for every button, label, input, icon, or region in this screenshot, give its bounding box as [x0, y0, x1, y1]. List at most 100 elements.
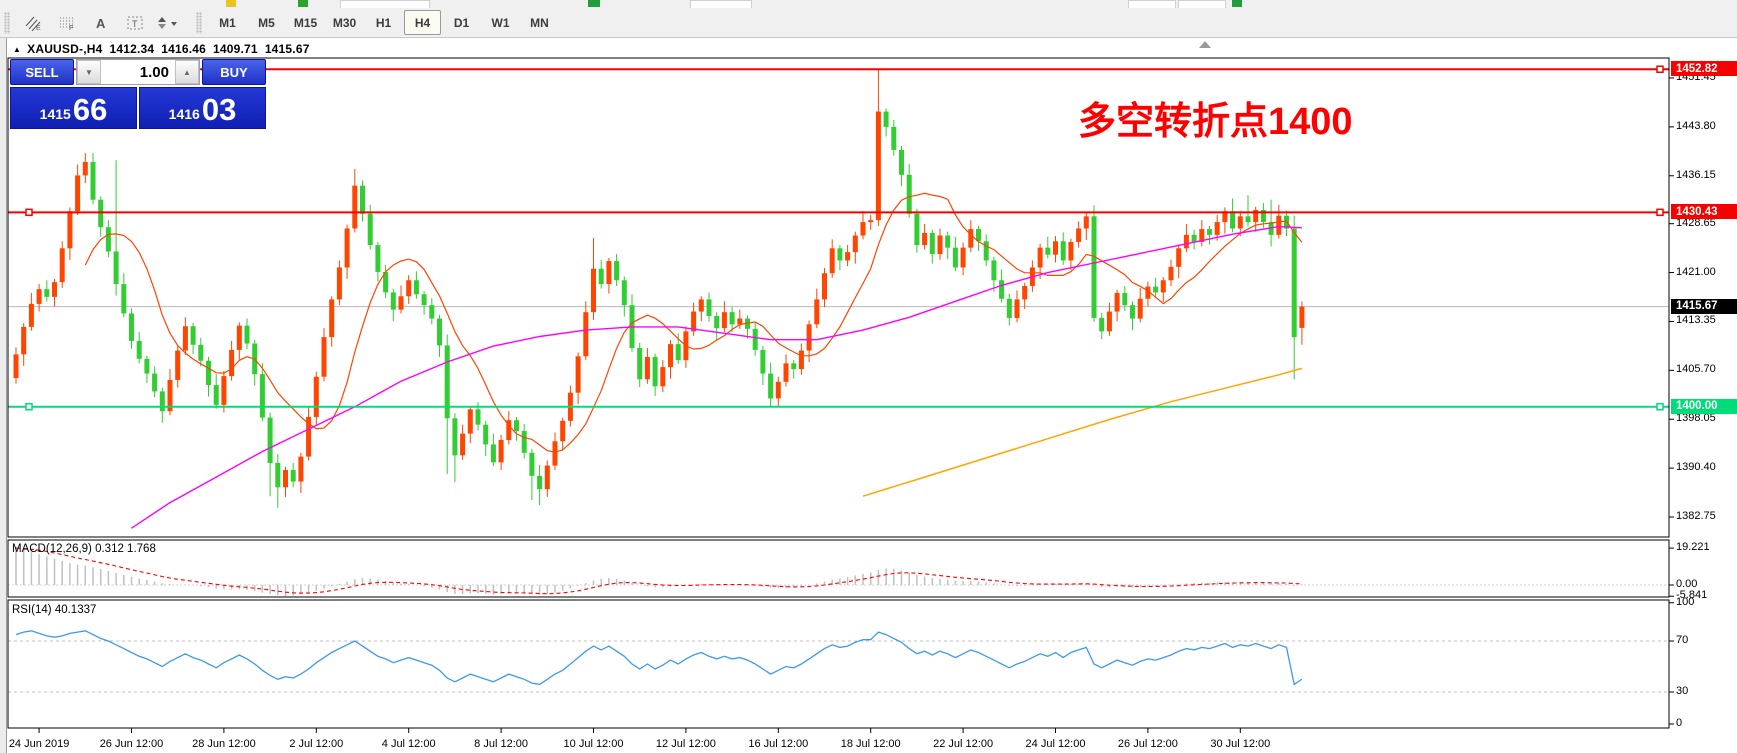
sell-price-main: 1415 [39, 106, 71, 122]
buy-price-fraction: 03 [201, 92, 237, 127]
timeframe-h1-button[interactable]: H1 [375, 15, 392, 30]
line-handle[interactable] [1656, 403, 1664, 411]
current-price-price-badge: 1415.67 [1671, 298, 1737, 314]
label-tool-icon: T [127, 15, 144, 31]
svg-text:T: T [132, 19, 138, 29]
timeframe-m5-button[interactable]: M5 [258, 15, 275, 30]
time-tick-label: 8 Jul 12:00 [474, 738, 528, 750]
volume-input[interactable] [101, 60, 175, 84]
close-value: 1415.67 [264, 42, 310, 56]
toolbar-grip[interactable] [4, 11, 10, 34]
time-tick-label: 16 Jul 12:00 [748, 738, 809, 750]
rsi-tick-label: 0 [1676, 717, 1683, 729]
moving-averages [84, 192, 1303, 529]
line-handle[interactable] [1656, 65, 1664, 73]
time-tick-label: 26 Jun 12:00 [99, 738, 164, 750]
pane-borders [7, 57, 1674, 733]
sell-price-fraction: 66 [72, 92, 108, 127]
macd-pane [8, 547, 1669, 597]
buy-price-main: 1416 [168, 106, 200, 122]
volume-decrease-button[interactable]: ▼ [77, 60, 101, 84]
svg-text:A: A [96, 16, 106, 31]
chart-window: ▲ XAUUSD-,H4 1412.34 1416.46 1409.71 141… [0, 38, 1737, 753]
macd-indicator-label: MACD(12,26,9) 0.312 1.768 [12, 543, 156, 555]
time-tick-label: 18 Jul 12:00 [840, 738, 901, 750]
symbol-period-label: XAUUSD-,H4 [27, 42, 103, 56]
svg-text:F: F [69, 25, 73, 31]
time-tick-label: 30 Jul 12:00 [1210, 738, 1271, 750]
macd-tick-label: 0.00 [1676, 578, 1698, 590]
time-tick-label: 2 Jul 12:00 [289, 738, 344, 750]
channels-tool-button[interactable]: E [17, 10, 49, 36]
toolbar: E F A T M1 M5 M15 M30 H1 H4 D1 W1 MN [0, 8, 1737, 38]
chart-title: ▲ XAUUSD-,H4 1412.34 1416.46 1409.71 141… [13, 42, 310, 56]
price-tick-label: 1443.80 [1676, 119, 1716, 132]
price-tick-label: 1421.00 [1676, 265, 1716, 278]
text-tool-button[interactable]: A [85, 10, 117, 36]
one-click-trading-panel: SELL ▼ ▲ BUY 1415 66 1416 03 [10, 59, 266, 129]
label-tool-button[interactable]: T [119, 10, 151, 36]
volume-spinner: ▼ ▲ [76, 59, 200, 85]
resistance-line-price-badge: 1430.43 [1671, 204, 1737, 220]
rsi-tick-label: 30 [1676, 685, 1689, 697]
price-tick-label: 1436.15 [1676, 168, 1716, 181]
support-line-price-badge: 1400.00 [1671, 398, 1737, 414]
cutoff-button [588, 0, 600, 7]
line-handle[interactable] [1656, 208, 1664, 217]
sell-button[interactable]: SELL [10, 59, 74, 85]
timeframe-m1-button[interactable]: M1 [219, 15, 236, 30]
timeframe-h4-button[interactable]: H4 [404, 10, 441, 35]
cutoff-button [1232, 0, 1242, 7]
price-tick-label: 1390.40 [1676, 461, 1716, 474]
time-tick-label: 12 Jul 12:00 [655, 738, 716, 750]
rsi-tick-label: 70 [1676, 634, 1689, 646]
channels-tool-icon: E [25, 15, 42, 31]
timeframe-w1-button[interactable]: W1 [491, 15, 510, 30]
buy-quote[interactable]: 1416 03 [139, 87, 266, 129]
rsi-pane [8, 630, 1669, 693]
time-tick-label: 10 Jul 12:00 [563, 738, 624, 750]
price-tick-label: 1382.75 [1676, 509, 1716, 522]
rsi-indicator-label: RSI(14) 40.1337 [12, 604, 97, 616]
price-tick-label: 1398.05 [1676, 412, 1716, 425]
chart-shift-marker[interactable] [1199, 41, 1211, 48]
cutoff-button [226, 0, 236, 7]
line-handle[interactable] [25, 208, 33, 217]
fibonacci-tool-button[interactable]: F [51, 10, 83, 36]
toolbar-grip[interactable] [196, 11, 202, 34]
arrows-tool-button[interactable] [153, 10, 185, 36]
volume-increase-button[interactable]: ▲ [175, 60, 199, 84]
chart-plot [0, 38, 1674, 753]
time-tick-label: 4 Jul 12:00 [381, 738, 436, 750]
sell-quote[interactable]: 1415 66 [10, 87, 137, 129]
chart-text-annotation: 多空转折点1400 [1078, 101, 1353, 143]
rsi-tick-label: 100 [1676, 595, 1695, 608]
cutoff-button [298, 0, 308, 7]
horizontal-level-lines[interactable] [8, 65, 1669, 411]
buy-button[interactable]: BUY [202, 59, 266, 85]
price-tick-label: 1413.35 [1676, 314, 1716, 327]
time-tick-label: 26 Jul 12:00 [1117, 738, 1178, 750]
chart-panes [8, 58, 1669, 728]
resistance-line-price-badge: 1452.82 [1671, 61, 1737, 77]
timeframe-m30-button[interactable]: M30 [332, 15, 357, 30]
macd-tick-label: -5.841 [1676, 589, 1708, 602]
price-tick-label: 1428.65 [1676, 216, 1716, 229]
text-tool-icon: A [93, 15, 110, 31]
collapse-triangle-icon[interactable]: ▲ [13, 44, 22, 54]
timeframe-d1-button[interactable]: D1 [453, 15, 470, 30]
open-value: 1412.34 [109, 42, 155, 56]
svg-text:E: E [36, 25, 41, 31]
low-value: 1409.71 [213, 42, 258, 56]
timeframe-m15-button[interactable]: M15 [293, 15, 318, 30]
timeframe-mn-button[interactable]: MN [530, 15, 549, 30]
time-tick-label: 24 Jul 12:00 [1025, 738, 1086, 750]
time-tick-label: 22 Jul 12:00 [933, 738, 994, 750]
time-tick-label: 28 Jun 12:00 [192, 738, 256, 750]
line-handle[interactable] [25, 403, 33, 411]
high-value: 1416.46 [161, 42, 207, 56]
price-tick-label: 1405.70 [1676, 363, 1716, 376]
time-tick-label: 24 Jun 2019 [8, 738, 70, 750]
arrows-tool-icon [158, 15, 180, 31]
macd-tick-label: 19.221 [1676, 541, 1710, 554]
